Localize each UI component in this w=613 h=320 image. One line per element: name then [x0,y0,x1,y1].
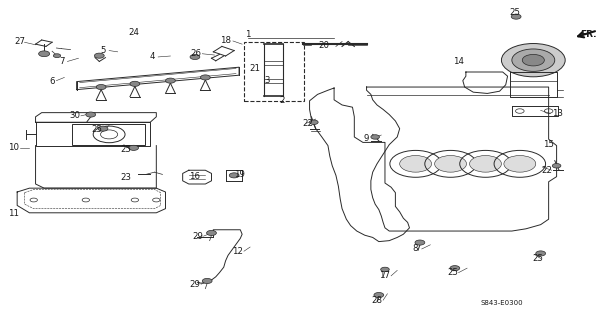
Circle shape [207,230,216,236]
Circle shape [371,135,379,139]
Text: 15: 15 [543,140,554,149]
Circle shape [400,156,432,172]
Text: 13: 13 [552,109,563,118]
Circle shape [53,54,61,58]
Circle shape [435,156,466,172]
Circle shape [166,78,175,83]
Text: 11: 11 [8,209,19,218]
Text: FR.: FR. [581,30,596,39]
Circle shape [202,278,212,284]
Circle shape [86,112,96,117]
Circle shape [94,53,104,58]
Circle shape [552,164,561,168]
Circle shape [229,173,239,178]
Text: 27: 27 [14,37,25,46]
Text: 18: 18 [220,36,231,45]
Text: 17: 17 [379,271,390,280]
Text: S843-E0300: S843-E0300 [480,300,523,306]
Text: 28: 28 [371,296,383,305]
Circle shape [374,292,384,298]
Text: 3: 3 [264,76,269,84]
Text: 20: 20 [318,41,329,50]
Text: 22: 22 [541,166,552,175]
Text: 8: 8 [413,244,418,253]
Circle shape [200,75,210,80]
Circle shape [536,251,546,256]
Circle shape [501,44,565,77]
Text: 6: 6 [50,77,55,86]
Circle shape [522,54,544,66]
Circle shape [39,51,50,57]
Circle shape [450,266,460,271]
Text: 29: 29 [189,280,200,289]
Text: 23: 23 [120,173,131,182]
Circle shape [130,81,140,86]
Text: 24: 24 [128,28,139,36]
Circle shape [381,267,389,272]
Text: 30: 30 [69,111,80,120]
Text: 21: 21 [249,64,260,73]
Text: 25: 25 [121,145,132,154]
Circle shape [96,84,106,90]
Text: 4: 4 [150,52,154,61]
Text: 25: 25 [447,268,458,277]
Text: 25: 25 [509,8,520,17]
Text: 14: 14 [453,57,464,66]
Text: 25: 25 [533,254,544,263]
Circle shape [512,49,555,71]
Circle shape [511,14,521,19]
Circle shape [190,54,200,60]
Text: 16: 16 [189,172,200,181]
Text: 5: 5 [101,46,105,55]
Text: 26: 26 [191,49,202,58]
Text: 7: 7 [60,57,65,66]
Circle shape [470,156,501,172]
Text: 29: 29 [192,232,203,241]
Circle shape [310,120,318,124]
Text: 2: 2 [280,96,284,105]
Text: 1: 1 [246,30,251,39]
Circle shape [98,126,108,131]
Text: 25: 25 [91,125,102,134]
Circle shape [504,156,536,172]
Circle shape [129,145,139,150]
Circle shape [415,240,425,245]
Text: 9: 9 [364,134,369,143]
Text: 19: 19 [234,170,245,179]
Text: 10: 10 [8,143,19,152]
Text: 12: 12 [232,247,243,256]
Text: 22: 22 [302,119,313,128]
